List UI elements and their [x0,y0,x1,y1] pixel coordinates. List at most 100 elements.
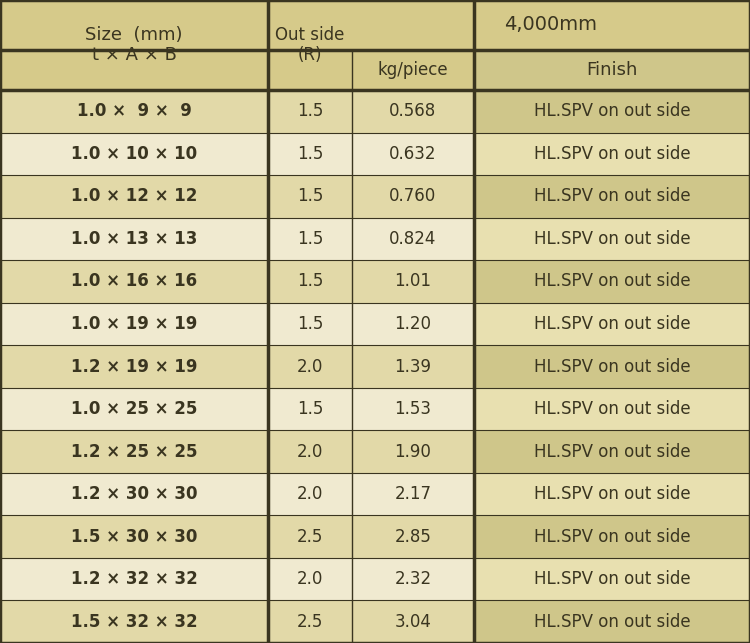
Bar [474,430,750,473]
Bar [474,50,750,90]
Bar [268,473,352,516]
Text: 0.568: 0.568 [389,102,436,120]
Bar [0,388,268,430]
Text: 2.17: 2.17 [394,485,431,503]
Bar [474,260,750,303]
Bar [352,260,474,303]
Bar [474,345,750,388]
Bar [352,175,474,217]
Text: 1.5: 1.5 [297,187,323,205]
Text: HL.SPV on out side: HL.SPV on out side [534,358,690,376]
Text: 1.0 × 13 × 13: 1.0 × 13 × 13 [70,230,197,248]
Bar [474,473,750,516]
Bar [352,558,474,601]
Text: 1.90: 1.90 [394,442,431,460]
Bar [0,516,268,558]
Bar [352,345,474,388]
Text: 1.2 × 30 × 30: 1.2 × 30 × 30 [70,485,197,503]
Bar [0,303,268,345]
Bar [268,132,352,175]
Bar [268,175,352,217]
Text: Finish: Finish [586,61,638,79]
Text: 1.5: 1.5 [297,230,323,248]
Bar [0,90,268,132]
Text: 1.5: 1.5 [297,273,323,291]
Bar [352,601,474,643]
Text: HL.SPV on out side: HL.SPV on out side [534,187,690,205]
Text: 1.5: 1.5 [297,400,323,418]
Text: HL.SPV on out side: HL.SPV on out side [534,485,690,503]
Text: 1.5: 1.5 [297,102,323,120]
Text: HL.SPV on out side: HL.SPV on out side [534,315,690,333]
Bar [268,558,352,601]
Text: 1.0 × 25 × 25: 1.0 × 25 × 25 [70,400,197,418]
Bar [0,473,268,516]
Bar [352,0,750,50]
Bar [474,217,750,260]
Bar [352,303,474,345]
Text: 1.5 × 32 × 32: 1.5 × 32 × 32 [70,613,197,631]
Bar [0,217,268,260]
Text: 3.04: 3.04 [394,613,431,631]
Text: 1.5: 1.5 [297,145,323,163]
Text: 1.01: 1.01 [394,273,431,291]
Bar [0,558,268,601]
Text: 2.5: 2.5 [297,613,323,631]
Text: 1.39: 1.39 [394,358,431,376]
Text: HL.SPV on out side: HL.SPV on out side [534,613,690,631]
Text: 1.5 × 30 × 30: 1.5 × 30 × 30 [70,528,197,546]
Bar [474,303,750,345]
Bar [268,217,352,260]
Text: 1.2 × 19 × 19: 1.2 × 19 × 19 [70,358,197,376]
Bar [0,345,268,388]
Bar [0,430,268,473]
Bar [0,132,268,175]
Text: 2.0: 2.0 [297,570,323,588]
Text: 2.32: 2.32 [394,570,431,588]
Bar [474,90,750,132]
Text: 0.824: 0.824 [389,230,436,248]
Bar [0,601,268,643]
Text: 1.0 × 19 × 19: 1.0 × 19 × 19 [70,315,197,333]
Bar [0,260,268,303]
Text: 2.0: 2.0 [297,485,323,503]
Bar [352,217,474,260]
Bar [268,90,352,132]
Text: 1.2 × 25 × 25: 1.2 × 25 × 25 [70,442,197,460]
Bar [268,345,352,388]
Bar [352,90,474,132]
Bar [268,260,352,303]
Bar [352,430,474,473]
Bar [268,430,352,473]
Text: 1.20: 1.20 [394,315,431,333]
Bar [474,558,750,601]
Bar [268,0,352,90]
Text: 1.2 × 32 × 32: 1.2 × 32 × 32 [70,570,197,588]
Bar [474,601,750,643]
Text: HL.SPV on out side: HL.SPV on out side [534,528,690,546]
Text: HL.SPV on out side: HL.SPV on out side [534,442,690,460]
Bar [474,388,750,430]
Text: HL.SPV on out side: HL.SPV on out side [534,570,690,588]
Bar [352,388,474,430]
Text: 2.5: 2.5 [297,528,323,546]
Bar [268,303,352,345]
Text: HL.SPV on out side: HL.SPV on out side [534,400,690,418]
Text: 2.0: 2.0 [297,358,323,376]
Bar [474,132,750,175]
Bar [352,50,474,90]
Bar [474,516,750,558]
Text: 0.760: 0.760 [389,187,436,205]
Text: 1.0 × 16 × 16: 1.0 × 16 × 16 [71,273,197,291]
Text: 1.0 × 10 × 10: 1.0 × 10 × 10 [71,145,197,163]
Text: 1.0 × 12 × 12: 1.0 × 12 × 12 [70,187,197,205]
Text: HL.SPV on out side: HL.SPV on out side [534,145,690,163]
Bar [268,601,352,643]
Text: 1.0 ×  9 ×  9: 1.0 × 9 × 9 [76,102,191,120]
Text: 1.5: 1.5 [297,315,323,333]
Text: 4,000mm: 4,000mm [505,15,598,35]
Text: 0.632: 0.632 [389,145,436,163]
Text: Size  (mm)
t × A × B: Size (mm) t × A × B [86,26,183,64]
Text: 2.0: 2.0 [297,442,323,460]
Bar [352,132,474,175]
